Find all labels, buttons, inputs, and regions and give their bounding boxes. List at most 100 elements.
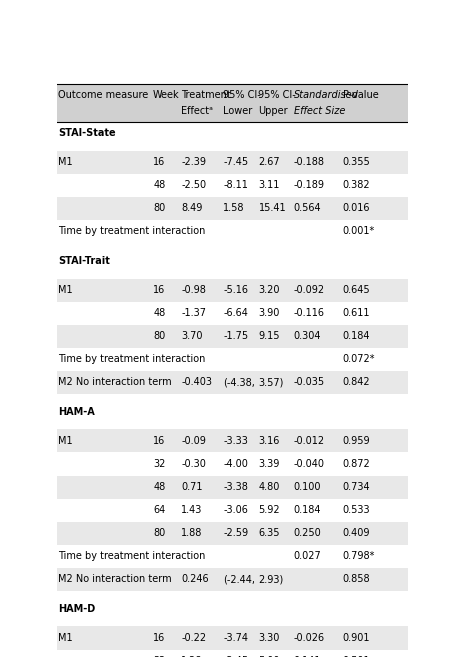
Text: -2.39: -2.39: [181, 157, 206, 168]
Bar: [57, 150, 408, 173]
Text: 5.92: 5.92: [259, 505, 280, 515]
Text: -0.012: -0.012: [294, 436, 325, 446]
Text: 0.858: 0.858: [343, 574, 371, 584]
Text: 1.88: 1.88: [181, 528, 202, 538]
Bar: [57, 84, 408, 122]
Text: 1.28: 1.28: [181, 656, 203, 657]
Bar: [57, 598, 408, 620]
Bar: [57, 302, 408, 325]
Text: -2.50: -2.50: [181, 180, 207, 191]
Text: Week: Week: [153, 89, 180, 99]
Bar: [57, 522, 408, 545]
Text: 3.16: 3.16: [259, 436, 280, 446]
Text: 16: 16: [153, 436, 165, 446]
Text: 0.072*: 0.072*: [343, 354, 375, 364]
Text: 16: 16: [153, 285, 165, 295]
Text: 3.39: 3.39: [259, 459, 280, 469]
Text: 15.41: 15.41: [259, 204, 286, 214]
Text: 0.71: 0.71: [181, 482, 203, 492]
Text: -0.30: -0.30: [181, 459, 206, 469]
Bar: [57, 401, 408, 422]
Text: Outcome measure: Outcome measure: [58, 89, 149, 99]
Text: 0.246: 0.246: [181, 574, 209, 584]
Text: (-4.38,: (-4.38,: [223, 377, 255, 388]
Text: Time by treatment interaction: Time by treatment interaction: [58, 354, 206, 364]
Bar: [57, 453, 408, 476]
Text: 0.842: 0.842: [343, 377, 371, 388]
Text: 3.20: 3.20: [259, 285, 280, 295]
Text: 95% CI-: 95% CI-: [259, 89, 296, 99]
Text: 32: 32: [153, 656, 165, 657]
Text: M1: M1: [58, 157, 73, 168]
Text: -2.59: -2.59: [223, 528, 249, 538]
Text: 0.141: 0.141: [294, 656, 321, 657]
Text: 3.30: 3.30: [259, 633, 280, 643]
Text: 95% CI-: 95% CI-: [223, 89, 261, 99]
Text: 1.43: 1.43: [181, 505, 202, 515]
Bar: [57, 279, 408, 302]
Text: -2.45: -2.45: [223, 656, 249, 657]
Text: 0.184: 0.184: [294, 505, 321, 515]
Text: -0.116: -0.116: [294, 308, 325, 318]
Text: 0.409: 0.409: [343, 528, 370, 538]
Text: 0.872: 0.872: [343, 459, 371, 469]
Text: HAM-A: HAM-A: [58, 407, 95, 417]
Text: 6.35: 6.35: [259, 528, 280, 538]
Text: 0.611: 0.611: [343, 308, 370, 318]
Text: 0.564: 0.564: [294, 204, 321, 214]
Bar: [57, 627, 408, 650]
Text: HAM-D: HAM-D: [58, 604, 96, 614]
Text: Effectᵃ: Effectᵃ: [181, 106, 213, 116]
Bar: [57, 122, 408, 144]
Text: P-value: P-value: [343, 89, 379, 99]
Text: 2.67: 2.67: [259, 157, 280, 168]
Text: -0.092: -0.092: [294, 285, 325, 295]
Text: Effect Size: Effect Size: [294, 106, 345, 116]
Text: -3.74: -3.74: [223, 633, 248, 643]
Text: -3.33: -3.33: [223, 436, 248, 446]
Bar: [57, 499, 408, 522]
Text: M1: M1: [58, 633, 73, 643]
Text: -0.403: -0.403: [181, 377, 212, 388]
Text: 1.58: 1.58: [223, 204, 245, 214]
Text: 9.15: 9.15: [259, 331, 280, 341]
Text: 64: 64: [153, 505, 165, 515]
Text: 0.184: 0.184: [343, 331, 370, 341]
Text: 0.304: 0.304: [294, 331, 321, 341]
Text: 0.798*: 0.798*: [343, 551, 375, 561]
Text: -0.188: -0.188: [294, 157, 325, 168]
Text: 3.11: 3.11: [259, 180, 280, 191]
Text: -0.040: -0.040: [294, 459, 325, 469]
Text: 0.016: 0.016: [343, 204, 370, 214]
Text: 80: 80: [153, 331, 165, 341]
Text: 3.70: 3.70: [181, 331, 203, 341]
Text: 4.80: 4.80: [259, 482, 280, 492]
Text: -1.75: -1.75: [223, 331, 249, 341]
Text: STAI-State: STAI-State: [58, 128, 116, 138]
Text: Time by treatment interaction: Time by treatment interaction: [58, 551, 206, 561]
Bar: [57, 348, 408, 371]
Bar: [57, 476, 408, 499]
Text: -5.16: -5.16: [223, 285, 248, 295]
Text: -0.189: -0.189: [294, 180, 325, 191]
Text: Treatment: Treatment: [181, 89, 231, 99]
Text: 0.027: 0.027: [294, 551, 321, 561]
Text: -8.11: -8.11: [223, 180, 248, 191]
Text: M1: M1: [58, 285, 73, 295]
Text: M1: M1: [58, 436, 73, 446]
Text: STAI-Trait: STAI-Trait: [58, 256, 110, 265]
Text: 0.645: 0.645: [343, 285, 371, 295]
Text: Upper: Upper: [259, 106, 288, 116]
Bar: [57, 325, 408, 348]
Text: 48: 48: [153, 308, 165, 318]
Text: -0.026: -0.026: [294, 633, 325, 643]
Text: 2.93): 2.93): [259, 574, 284, 584]
Text: (-2.44,: (-2.44,: [223, 574, 255, 584]
Text: 3.90: 3.90: [259, 308, 280, 318]
Text: 80: 80: [153, 528, 165, 538]
Text: Time by treatment interaction: Time by treatment interaction: [58, 227, 206, 237]
Bar: [57, 197, 408, 220]
Text: -0.98: -0.98: [181, 285, 206, 295]
Text: 16: 16: [153, 633, 165, 643]
Text: 0.355: 0.355: [343, 157, 371, 168]
